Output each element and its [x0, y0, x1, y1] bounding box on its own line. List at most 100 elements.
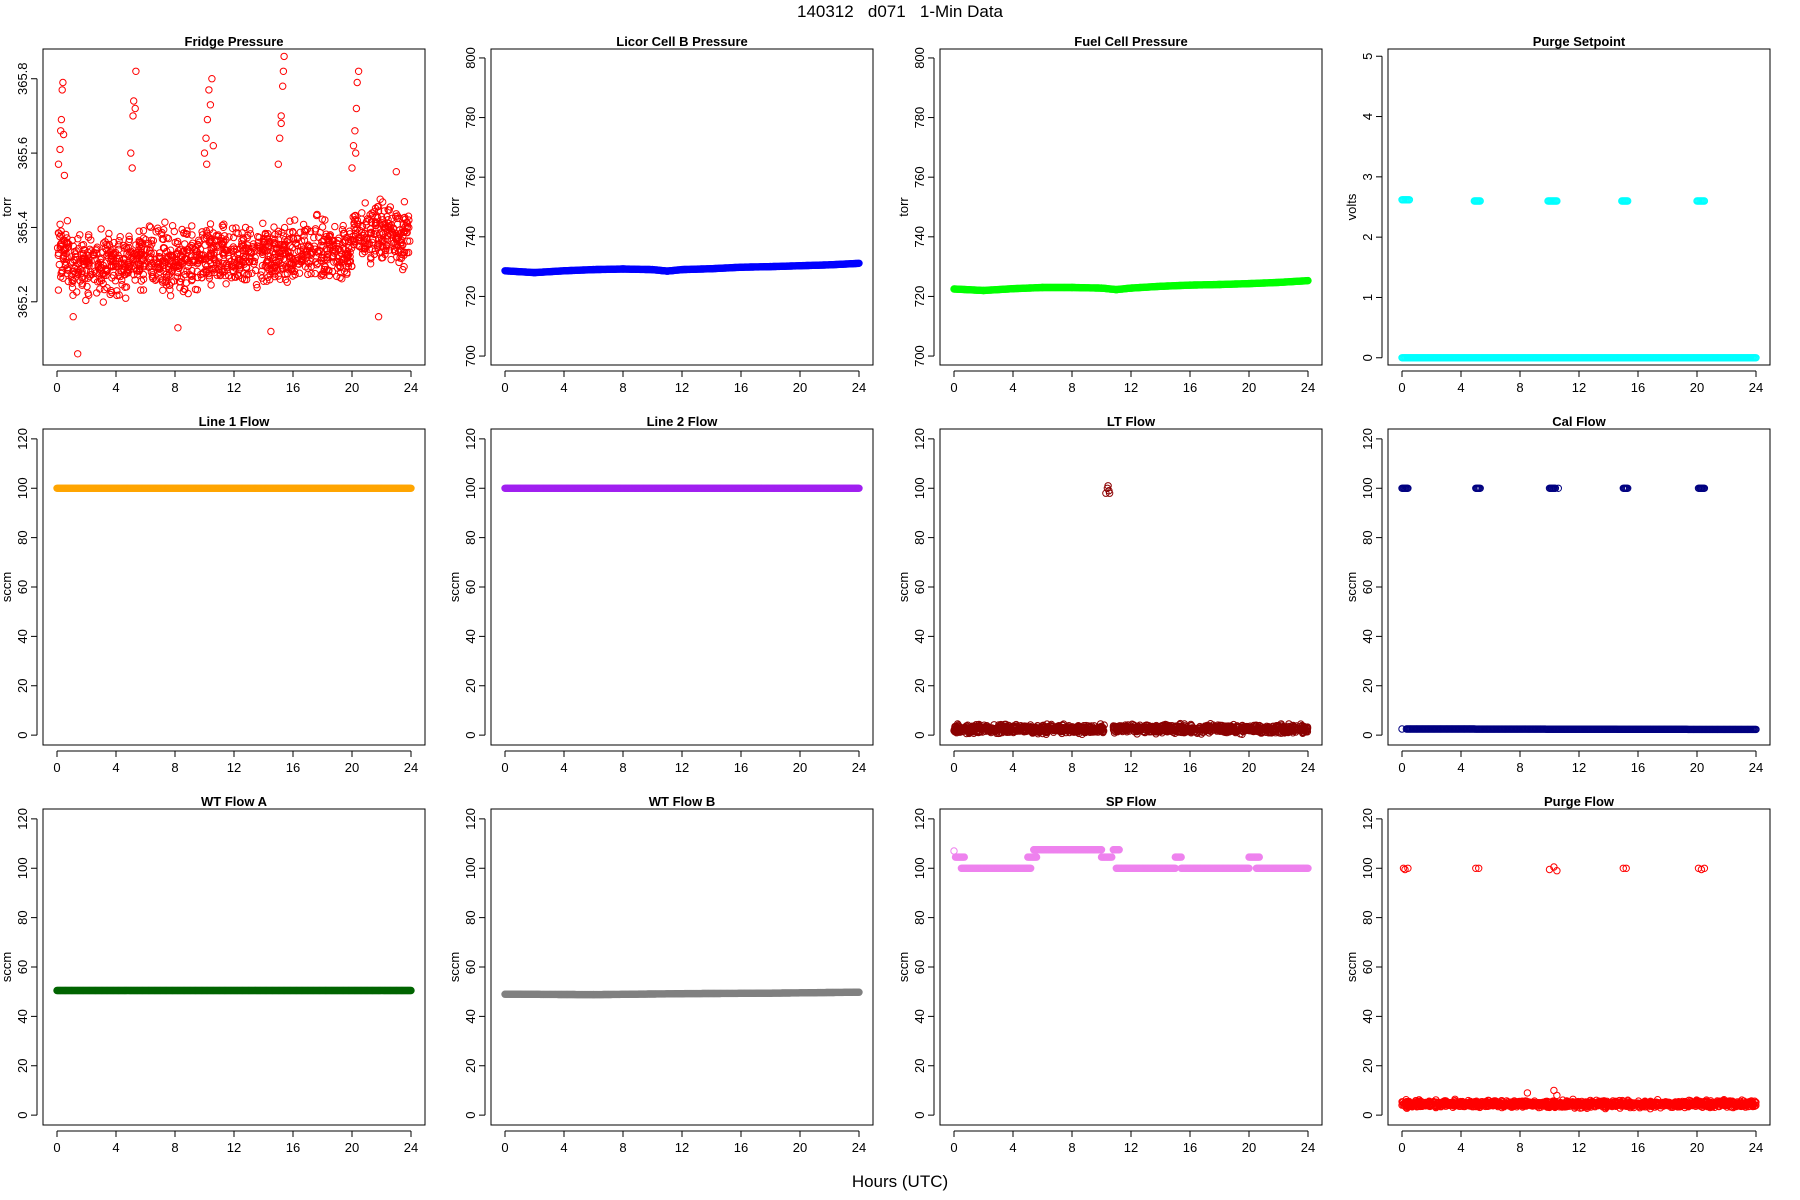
data-point — [1068, 727, 1076, 735]
data-point — [1032, 728, 1041, 736]
data-point — [158, 278, 167, 286]
data-point — [156, 268, 164, 276]
data-point — [121, 283, 129, 291]
data-point — [275, 255, 284, 263]
data-point — [1158, 722, 1166, 730]
data-point — [260, 277, 268, 285]
y-tick-label: 100 — [15, 477, 30, 499]
data-point — [85, 256, 93, 264]
data-point — [378, 228, 386, 236]
plot-frame — [490, 48, 874, 366]
data-point — [1269, 722, 1278, 730]
data-point — [176, 284, 184, 292]
panel-title: Cal Flow — [1552, 414, 1606, 429]
data-point — [277, 265, 285, 273]
data-point — [206, 253, 214, 261]
data-point — [85, 231, 93, 239]
data-point — [125, 237, 133, 246]
data-point — [1017, 723, 1026, 731]
data-point — [259, 219, 267, 228]
data-point — [132, 267, 141, 275]
data-point — [97, 225, 105, 233]
y-tick-label: 3 — [1360, 173, 1375, 180]
data-point — [362, 221, 371, 229]
data-point — [1273, 722, 1282, 730]
y-tick-label: 365.6 — [15, 137, 30, 170]
data-point — [358, 229, 366, 237]
data-point — [264, 273, 272, 281]
data-point — [137, 277, 146, 285]
data-point — [280, 52, 288, 61]
data-point — [127, 247, 135, 256]
data-point — [146, 243, 154, 252]
data-point — [350, 220, 358, 228]
x-tick-label: 0 — [53, 760, 60, 775]
data-point — [342, 233, 350, 242]
data-point — [285, 252, 293, 260]
data-point — [181, 240, 189, 248]
data-point — [397, 242, 405, 250]
data-point — [1163, 722, 1171, 730]
data-point — [79, 251, 87, 259]
data-point — [365, 229, 373, 237]
figure-title: 140312 d071 1-Min Data — [796, 2, 1004, 21]
data-point — [240, 276, 249, 284]
data-point — [260, 247, 268, 255]
x-tick-label: 4 — [1009, 380, 1016, 395]
data-point — [300, 236, 309, 244]
x-tick-label: 20 — [793, 380, 807, 395]
data-point — [103, 246, 111, 255]
x-tick-label: 0 — [1398, 380, 1405, 395]
data-point — [997, 720, 1005, 729]
data-point — [174, 324, 182, 332]
data-point — [164, 234, 173, 243]
data-point — [269, 235, 277, 243]
x-tick-label: 4 — [112, 380, 119, 395]
x-tick-label: 12 — [227, 380, 241, 395]
x-tick-label: 24 — [852, 380, 866, 395]
y-tick-label: 20 — [15, 679, 30, 693]
data-point — [132, 256, 141, 264]
plot-frame — [1387, 428, 1771, 746]
data-point — [1072, 723, 1081, 731]
data-point — [270, 270, 279, 278]
data-point — [206, 220, 215, 228]
x-tick-label: 4 — [1457, 760, 1464, 775]
data-point — [56, 145, 64, 154]
data-point — [298, 256, 306, 265]
data-point — [107, 261, 115, 269]
data-point — [80, 254, 88, 262]
data-point — [284, 247, 292, 255]
x-tick-label: 12 — [1572, 760, 1586, 775]
data-point — [399, 265, 407, 274]
data-point — [322, 233, 330, 241]
data-point — [344, 251, 353, 259]
y-tick-label: 4 — [1360, 113, 1375, 120]
data-point — [219, 249, 227, 257]
data-point — [281, 236, 289, 244]
data-point — [119, 256, 128, 264]
data-point — [84, 259, 93, 267]
data-point — [339, 221, 347, 230]
data-point — [257, 271, 265, 279]
data-point — [230, 247, 238, 256]
data-point — [116, 272, 125, 281]
data-point — [274, 160, 282, 168]
data-point — [174, 237, 182, 246]
data-point — [69, 313, 77, 321]
data-points — [1398, 484, 1760, 734]
y-tick-label: 760 — [463, 166, 478, 188]
y-axis-label: sccm — [0, 572, 14, 602]
data-point — [1029, 724, 1037, 732]
data-point — [950, 725, 959, 734]
data-point — [1279, 726, 1288, 734]
data-point — [277, 253, 285, 261]
data-point — [285, 235, 293, 244]
data-point — [209, 244, 218, 252]
data-point — [957, 724, 966, 733]
data-point — [392, 210, 400, 218]
data-point — [956, 726, 964, 734]
data-point — [148, 240, 156, 248]
